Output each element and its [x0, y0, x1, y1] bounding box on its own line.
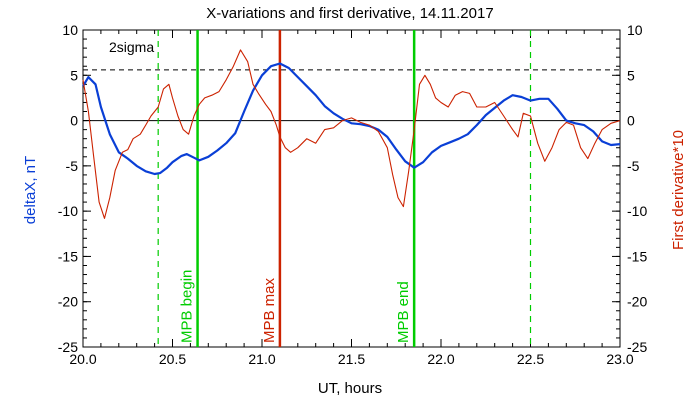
y-tick-label-left: 5 [70, 67, 78, 83]
event-label-2: MPB max [261, 277, 278, 343]
y-tick-label-right: -20 [627, 294, 647, 310]
y-tick-label-left: -25 [58, 339, 78, 355]
y-axis-label-right: First derivative*10 [670, 130, 687, 250]
x-tick-label: 20.5 [159, 351, 186, 367]
y-axis-label-left: deltaX, nT [22, 156, 39, 224]
series-line-1 [82, 49, 621, 219]
y-tick-label-right: 10 [627, 22, 643, 38]
event-label-1: MPB begin [179, 270, 196, 343]
event-label-3: MPB end [395, 281, 412, 343]
series-line-0 [82, 62, 621, 176]
y-tick-label-right: -15 [627, 248, 647, 264]
y-tick-label-left: -5 [66, 158, 79, 174]
x-tick-label: 22.0 [427, 351, 454, 367]
y-tick-label-right: -5 [627, 158, 640, 174]
x-tick-label: 21.0 [248, 351, 275, 367]
y-tick-label-left: -10 [58, 203, 78, 219]
y-tick-label-right: 0 [627, 113, 635, 129]
plot-frame [82, 29, 621, 348]
y-tick-label-left: -15 [58, 248, 78, 264]
x-tick-label: 20.0 [69, 351, 96, 367]
x-tick-label: 21.5 [338, 351, 365, 367]
x-tick-label: 22.5 [517, 351, 544, 367]
y-tick-label-right: -10 [627, 203, 647, 219]
chart-title: X-variations and first derivative, 14.11… [206, 5, 493, 22]
y-tick-label-left: 10 [62, 22, 78, 38]
x-axis-label: UT, hours [318, 380, 382, 397]
y-tick-label-left: 0 [70, 113, 78, 129]
x-tick-label: 23.0 [606, 351, 633, 367]
y-tick-label-left: -20 [58, 294, 78, 310]
y-tick-label-right: 5 [627, 67, 635, 83]
y-tick-label-right: -25 [627, 339, 647, 355]
threshold-label: 2sigma [109, 39, 154, 55]
